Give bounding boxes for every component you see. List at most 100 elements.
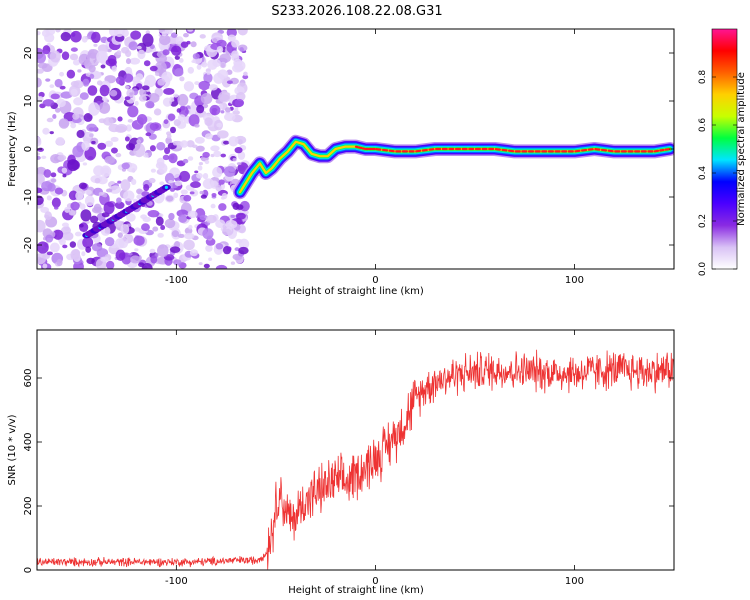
noise-blob [198, 162, 204, 166]
noise-blob [147, 210, 160, 218]
noise-blob [203, 263, 210, 269]
noise-blob [236, 204, 244, 211]
noise-blob [177, 93, 189, 107]
noise-blob [194, 170, 199, 174]
noise-blob [136, 188, 143, 195]
noise-blob [114, 201, 125, 209]
noise-blob [46, 251, 53, 256]
noise-blob [70, 249, 80, 260]
snr-x-tick-label: 100 [565, 576, 584, 587]
noise-blob [67, 159, 79, 172]
noise-blob [37, 62, 48, 69]
noise-blob [102, 117, 114, 126]
noise-blob [226, 246, 232, 252]
noise-blob [232, 157, 237, 162]
noise-blob [224, 107, 231, 113]
noise-blob [142, 33, 154, 47]
noise-blob [111, 65, 117, 72]
noise-blob [85, 246, 92, 253]
noise-blob [129, 92, 134, 96]
noise-blob [183, 81, 195, 92]
noise-blob [91, 206, 104, 214]
noise-blob [37, 77, 42, 88]
noise-blob [215, 264, 228, 269]
noise-blob [66, 69, 76, 79]
noise-blob [62, 174, 67, 178]
noise-blob [85, 189, 92, 195]
noise-blob [117, 116, 123, 122]
snr-y-tick-label: 400 [23, 432, 34, 451]
noise-blob [176, 108, 182, 113]
noise-blob [47, 183, 56, 192]
noise-blob [70, 201, 80, 211]
spectrogram-y-tick-label: 0 [23, 146, 34, 152]
noise-blob [205, 214, 217, 224]
noise-blob [105, 140, 114, 147]
noise-blob [183, 232, 195, 240]
noise-blob [157, 78, 166, 86]
noise-blob [136, 45, 142, 50]
noise-blob [179, 57, 184, 63]
noise-blob [104, 155, 116, 164]
noise-blob [187, 29, 194, 32]
noise-blob [224, 112, 236, 122]
noise-blob [37, 152, 40, 156]
noise-blob [187, 210, 198, 219]
noise-blob [83, 113, 93, 122]
noise-blob [165, 137, 172, 145]
noise-blob [236, 162, 242, 166]
noise-blob [234, 146, 243, 154]
noise-blob [58, 118, 70, 129]
noise-blob [221, 228, 232, 236]
snr-x-label: Height of straight line (km) [288, 585, 424, 596]
noise-blob [212, 166, 223, 178]
noise-blob [98, 102, 111, 114]
diagonal-hotspot [164, 185, 168, 189]
noise-blob [180, 140, 189, 148]
noise-blob [60, 91, 73, 99]
noise-blob [204, 117, 213, 127]
noise-blob [127, 105, 139, 118]
noise-blob [124, 85, 130, 90]
colorbar-tick-label: 0.4 [698, 166, 708, 181]
noise-blob [154, 72, 160, 77]
noise-blob [61, 167, 68, 174]
noise-blob [179, 170, 191, 182]
noise-blob [190, 41, 197, 48]
noise-blob [159, 34, 171, 46]
noise-blob [45, 78, 51, 82]
noise-blob [163, 87, 175, 95]
noise-blob [107, 54, 117, 65]
noise-blob [59, 85, 66, 90]
noise-blob [199, 190, 205, 195]
noise-blob [175, 36, 184, 45]
noise-blob [166, 134, 172, 139]
noise-blob [96, 80, 103, 86]
noise-blob [41, 155, 47, 159]
noise-blob [237, 151, 246, 160]
noise-blob [87, 85, 98, 96]
noise-blob [227, 34, 236, 42]
noise-blob [62, 231, 74, 241]
noise-blob [198, 262, 203, 266]
noise-blob [80, 209, 92, 222]
noise-blob [50, 178, 57, 183]
noise-blob [189, 249, 199, 257]
noise-blob [169, 246, 181, 253]
noise-blob [219, 61, 227, 69]
noise-blob [54, 78, 63, 88]
noise-blob [60, 31, 71, 42]
noise-blob [106, 260, 115, 269]
noise-blob [109, 185, 122, 194]
noise-blob [158, 163, 168, 174]
noise-blob [210, 145, 220, 152]
noise-blob [165, 195, 174, 202]
noise-blob [150, 255, 158, 264]
noise-blob [42, 127, 50, 135]
noise-blob [136, 194, 141, 200]
noise-blob [239, 47, 244, 52]
noise-blob [202, 228, 214, 240]
noise-blob [125, 50, 132, 58]
noise-blob [110, 147, 118, 154]
noise-blob [226, 29, 237, 38]
